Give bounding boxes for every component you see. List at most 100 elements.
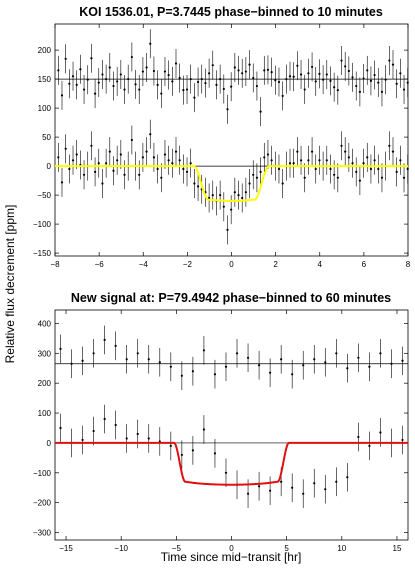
offset-series-point: [270, 71, 273, 74]
detrended-series-point: [193, 182, 196, 185]
offset-series-point: [149, 42, 152, 45]
offset-series-point: [322, 78, 325, 81]
detrended-series-point: [266, 153, 270, 156]
offset-series-point: [171, 80, 174, 83]
detrended-series-point: [189, 162, 192, 165]
detrended-series-point: [226, 228, 229, 231]
offset-series-point: [314, 80, 317, 83]
offset-series-point: [281, 94, 284, 98]
offset-series-point: [329, 79, 332, 82]
offset-series-point: [255, 84, 259, 88]
offset-series-point: [123, 88, 126, 91]
detrended-series-point: [237, 194, 240, 197]
offset-series-point: [97, 81, 100, 84]
detrended-series-point: [178, 159, 181, 162]
offset-series-point: [285, 78, 288, 81]
detrended-series-point: [105, 162, 108, 165]
offset-series-point: [401, 359, 404, 362]
offset-series-point: [167, 73, 170, 77]
offset-series-point: [138, 88, 141, 91]
detrended-series-point: [355, 170, 358, 173]
offset-series-point: [324, 361, 327, 364]
offset-series-point: [158, 361, 161, 364]
offset-series-point: [60, 94, 64, 97]
plot-frame: [54, 23, 409, 257]
offset-series-point: [379, 352, 382, 355]
y-tick-label: −300: [33, 529, 52, 538]
offset-series-point: [402, 88, 406, 91]
offset-series-point: [182, 89, 185, 92]
offset-series-point: [75, 83, 78, 86]
y-tick-label: 0: [47, 162, 52, 171]
detrended-series-point: [395, 170, 398, 173]
offset-series-point: [362, 77, 365, 80]
offset-series-point: [134, 83, 137, 86]
detrended-series-point: [97, 162, 100, 165]
detrended-series-point: [391, 150, 395, 153]
detrended-series-point: [125, 437, 128, 440]
offset-series-point: [233, 66, 236, 69]
offset-series-point: [180, 374, 183, 377]
y-tick-label: 100: [38, 409, 52, 418]
offset-series-point: [70, 362, 73, 365]
x-tick-label: −15: [59, 544, 73, 553]
detrended-series-point: [303, 176, 306, 179]
detrended-series-point: [174, 150, 178, 153]
panel-bottom-title: New signal at: P=79.4942 phase−binned to…: [71, 291, 391, 305]
detrended-series-point: [318, 159, 321, 162]
y-tick-label: −50: [37, 191, 51, 200]
offset-series-point: [358, 90, 361, 93]
detrended-series-point: [116, 159, 119, 162]
offset-series-point: [384, 78, 387, 81]
panel-top-title: KOI 1536.01, P=3.7445 phase−binned to 10…: [79, 5, 383, 19]
offset-series-point: [222, 87, 225, 91]
detrended-series-point: [379, 431, 382, 434]
offset-series-point: [71, 75, 75, 78]
offset-series-point: [296, 64, 299, 67]
detrended-series-point: [160, 176, 163, 179]
detrended-series-point: [291, 486, 294, 489]
detrended-series-point: [92, 429, 95, 433]
offset-series-point: [399, 72, 402, 75]
offset-series-point: [280, 358, 283, 361]
transit-model-curve: [55, 165, 408, 202]
detrended-series-point: [180, 453, 183, 456]
offset-series-point: [235, 352, 239, 355]
detrended-series-point: [90, 144, 93, 147]
offset-series-point: [246, 356, 250, 359]
detrended-series-point: [219, 194, 222, 197]
detrended-series-point: [202, 428, 206, 431]
panel-bottom: New signal at: P=79.4942 phase−binned to…: [33, 291, 409, 553]
offset-series-point: [213, 373, 217, 376]
detrended-series-point: [344, 150, 347, 153]
detrended-series-point: [101, 182, 104, 185]
panel-top: KOI 1536.01, P=3.7445 phase−binned to 10…: [33, 5, 411, 269]
offset-series-point: [366, 69, 369, 72]
offset-series-point: [160, 92, 163, 95]
detrended-series-point: [369, 167, 373, 171]
offset-series-point: [215, 83, 218, 86]
offset-series-point: [108, 66, 111, 69]
y-tick-label: 50: [42, 133, 51, 142]
offset-series-point: [178, 76, 181, 80]
detrended-series-point: [347, 156, 350, 159]
offset-series-point: [346, 367, 349, 370]
offset-series-point: [152, 69, 156, 73]
offset-series-point: [147, 358, 150, 361]
offset-series-point: [204, 82, 207, 85]
detrended-series-point: [255, 176, 259, 179]
offset-series-point: [357, 356, 360, 359]
detrended-series-point: [224, 471, 228, 474]
detrended-series-point: [340, 144, 343, 147]
detrended-series-point: [156, 167, 159, 171]
offset-series-point: [156, 83, 159, 86]
detrended-series-point: [222, 205, 225, 208]
detrended-series-point: [108, 150, 111, 153]
detrended-series-point: [149, 133, 152, 136]
x-tick-label: 2: [273, 260, 278, 269]
detrended-series-point: [368, 444, 371, 448]
detrended-series-point: [335, 480, 338, 483]
detrended-series-point: [75, 153, 78, 156]
detrended-series-point: [152, 156, 156, 159]
plot-frame: [54, 309, 409, 541]
